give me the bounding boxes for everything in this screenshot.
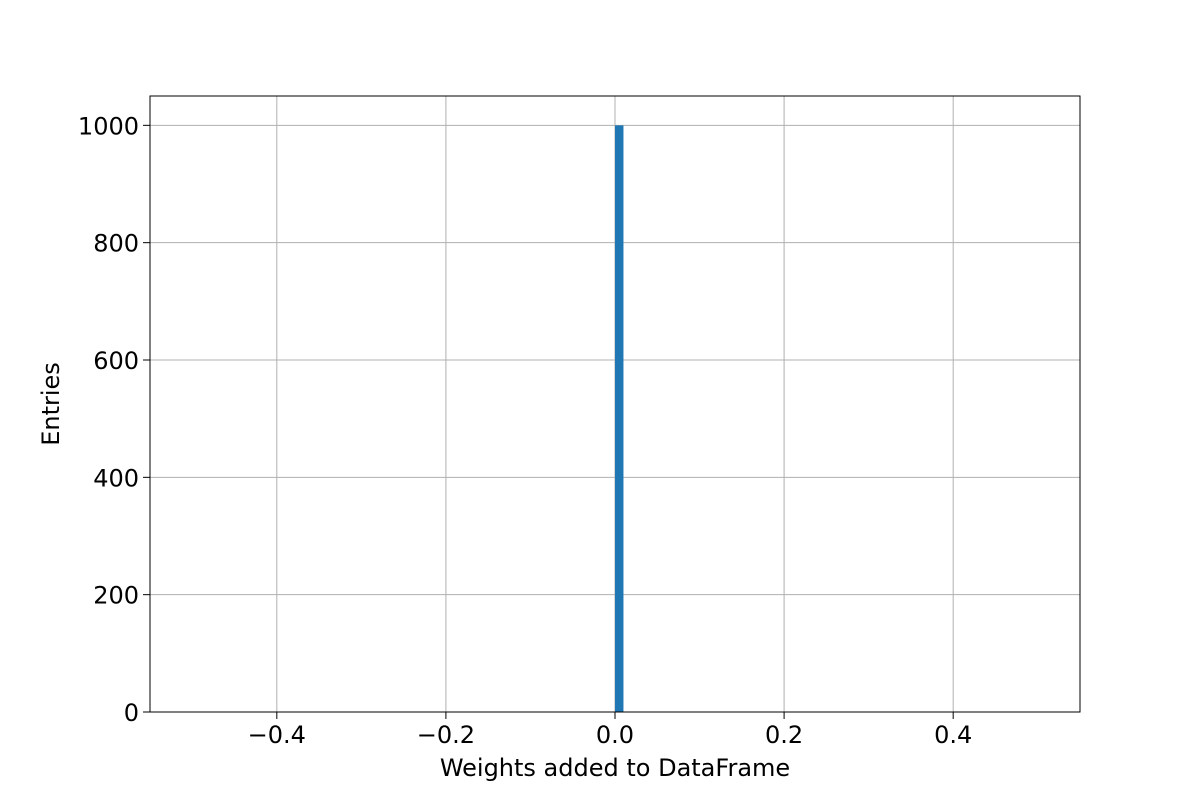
y-tick-label: 1000 bbox=[78, 112, 139, 140]
histogram-bar bbox=[615, 125, 624, 713]
x-tick-label: 0.4 bbox=[934, 721, 972, 749]
y-tick-label: 600 bbox=[93, 347, 139, 375]
y-axis-label: Entries bbox=[37, 362, 65, 446]
y-tick-label: 200 bbox=[93, 582, 139, 610]
x-tick-label: −0.2 bbox=[417, 721, 475, 749]
y-tick-label: 400 bbox=[93, 464, 139, 492]
x-axis-label: Weights added to DataFrame bbox=[440, 754, 790, 782]
x-tick-label: 0.0 bbox=[596, 721, 634, 749]
bars-layer bbox=[615, 125, 624, 713]
x-axis: −0.4 −0.2 0.0 0.2 0.4 bbox=[248, 712, 972, 749]
x-tick-label: −0.4 bbox=[248, 721, 306, 749]
y-axis: 0 200 400 600 800 1000 bbox=[78, 112, 150, 727]
x-tick-label: 0.2 bbox=[765, 721, 803, 749]
y-tick-label: 0 bbox=[124, 699, 139, 727]
y-tick-label: 800 bbox=[93, 230, 139, 258]
